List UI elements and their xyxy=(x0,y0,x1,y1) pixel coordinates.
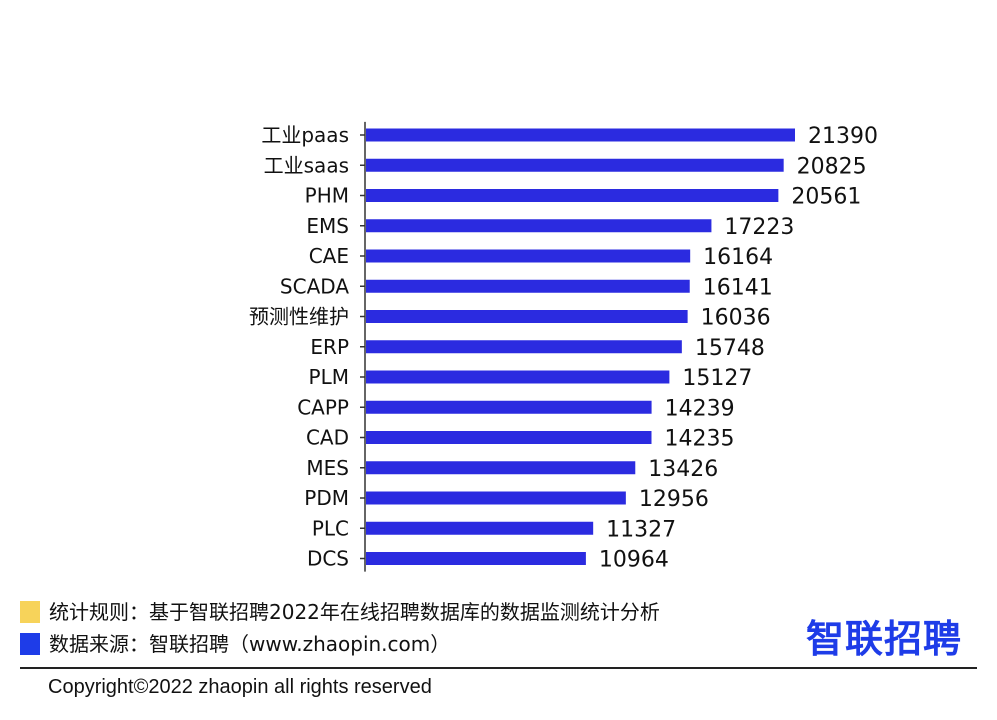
legend-source-text: 数据来源：智联招聘（www.zhaopin.com） xyxy=(49,632,451,656)
category-label: PHM xyxy=(305,184,349,208)
bar xyxy=(366,491,626,505)
category-label: 预测性维护 xyxy=(249,305,349,329)
category-label: MES xyxy=(306,456,349,480)
data-label: 16164 xyxy=(703,245,773,270)
bar xyxy=(366,219,712,233)
legend-rule-text: 统计规则：基于智联招聘2022年在线招聘数据库的数据监测统计分析 xyxy=(49,600,660,624)
bar xyxy=(366,158,784,172)
data-label: 20561 xyxy=(791,185,861,210)
category-label: PLC xyxy=(312,516,349,540)
data-label: 11327 xyxy=(606,517,676,542)
category-label: 工业saas xyxy=(264,153,349,177)
bar xyxy=(366,128,795,142)
category-label: DCS xyxy=(307,547,349,571)
data-label: 16141 xyxy=(703,275,773,300)
category-label: SCADA xyxy=(280,274,349,298)
data-label: 14239 xyxy=(665,396,735,421)
data-label: 16036 xyxy=(701,306,771,331)
bar xyxy=(366,521,594,535)
data-label: 21390 xyxy=(808,124,878,149)
bar-chart: 工业paas 21390 工业saas 20825 PHM 20561 EMS 17223 CA… xyxy=(249,121,878,573)
category-label: ERP xyxy=(310,335,349,359)
bar xyxy=(366,340,682,354)
bar xyxy=(366,552,586,565)
bar xyxy=(366,461,636,475)
bar xyxy=(366,431,652,444)
bar xyxy=(366,310,688,323)
category-label: PDM xyxy=(304,486,349,510)
bar xyxy=(366,370,670,384)
data-label: 15127 xyxy=(682,366,752,391)
data-label: 17223 xyxy=(724,215,794,240)
bar xyxy=(366,279,690,293)
brand-logo: 智联招聘 xyxy=(806,617,963,661)
category-label: CAPP xyxy=(297,395,349,419)
data-label: 14235 xyxy=(664,427,734,452)
data-label: 12956 xyxy=(639,487,709,512)
data-label: 13426 xyxy=(648,457,718,482)
category-label: EMS xyxy=(306,214,349,238)
data-label: 10964 xyxy=(599,548,669,573)
data-label: 20825 xyxy=(797,154,867,179)
category-label: CAD xyxy=(306,426,349,450)
legend-source: 数据来源：智联招聘（www.zhaopin.com） xyxy=(20,630,450,658)
data-label: 15748 xyxy=(695,336,765,361)
category-label: 工业paas xyxy=(261,123,349,147)
category-label: PLM xyxy=(309,365,349,389)
legend-rule-swatch xyxy=(20,601,40,623)
bar xyxy=(366,249,691,263)
copyright-text: Copyright©2022 zhaopin all rights reserv… xyxy=(48,676,432,698)
bar xyxy=(366,400,652,414)
footer-divider xyxy=(20,667,977,669)
bar xyxy=(366,189,779,202)
category-label: CAE xyxy=(309,244,349,268)
legend-rule: 统计规则：基于智联招聘2022年在线招聘数据库的数据监测统计分析 xyxy=(20,598,660,626)
legend-source-swatch xyxy=(20,633,40,655)
